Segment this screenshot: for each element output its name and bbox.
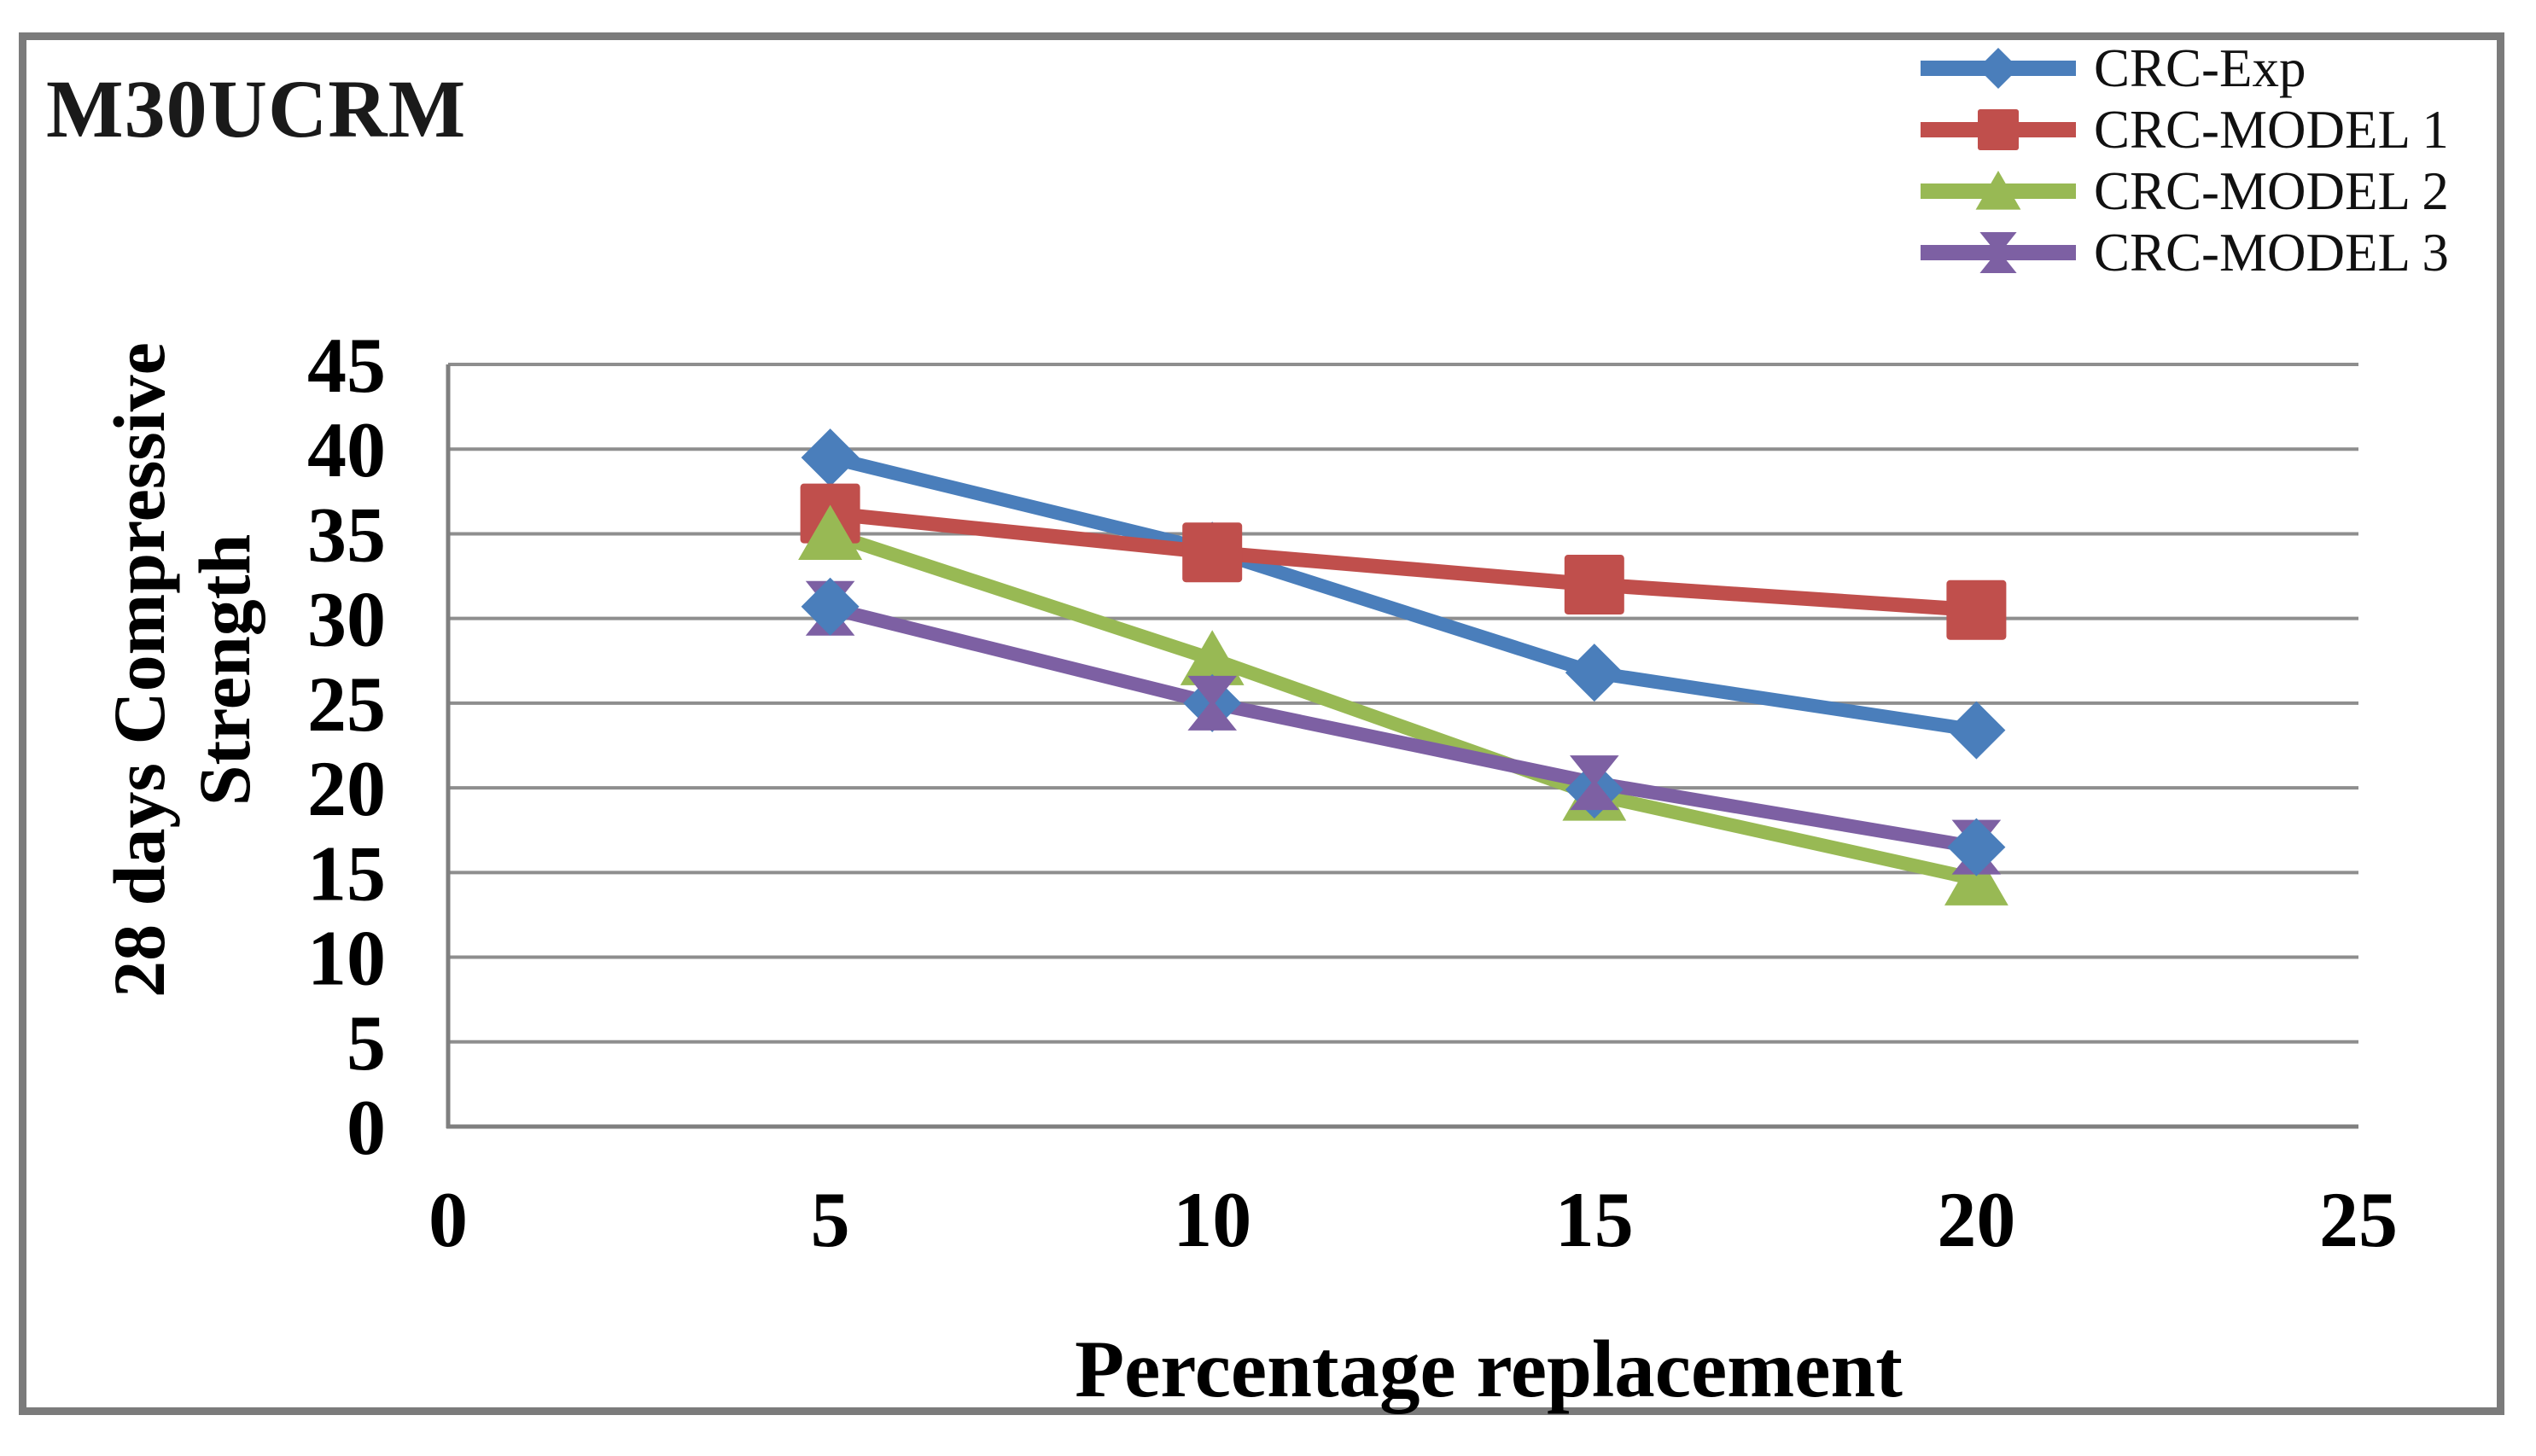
marker-diamond-icon bbox=[801, 428, 860, 487]
legend-item-crc-model-3: CRC-MODEL 3 bbox=[1919, 222, 2449, 283]
marker-triangle-icon bbox=[798, 504, 862, 561]
y-tick-label: 10 bbox=[307, 915, 386, 1002]
y-tick-label: 15 bbox=[307, 830, 386, 917]
marker-square-icon bbox=[1946, 579, 2007, 640]
marker-xmark-icon bbox=[1570, 755, 1619, 811]
legend-label: CRC-MODEL 1 bbox=[2094, 99, 2449, 160]
marker-square-icon bbox=[1182, 522, 1243, 583]
marker-square-icon bbox=[1564, 554, 1624, 614]
marker-triangle-icon bbox=[1180, 630, 1245, 685]
y-tick-label: 30 bbox=[307, 576, 386, 663]
legend-item-crc-model-1: CRC-MODEL 1 bbox=[1919, 99, 2449, 160]
marker-diamond-icon bbox=[1947, 701, 2006, 760]
y-tick-label: 0 bbox=[347, 1084, 386, 1171]
legend-item-crc-exp: CRC-Exp bbox=[1919, 38, 2449, 99]
series-line-crc-model-1 bbox=[823, 506, 1984, 618]
x-tick-label: 15 bbox=[1555, 1176, 1634, 1263]
legend: CRC-Exp CRC-MODEL 1 CRC-MODEL 2 CRC-MODE… bbox=[1919, 38, 2449, 283]
legend-label: CRC-MODEL 3 bbox=[2094, 222, 2449, 282]
legend-key-diamond-icon bbox=[1921, 48, 2076, 89]
legend-key-x-marker-icon bbox=[1921, 232, 2076, 273]
x-tick-label: 20 bbox=[1937, 1176, 2015, 1263]
y-tick-label: 20 bbox=[307, 745, 386, 832]
legend-label: CRC-Exp bbox=[2094, 38, 2306, 98]
legend-item-crc-model-2: CRC-MODEL 2 bbox=[1919, 160, 2449, 222]
x-tick-label: 25 bbox=[2319, 1176, 2398, 1263]
marker-diamond-icon bbox=[1978, 48, 2019, 89]
marker-diamond-icon bbox=[1565, 644, 1624, 702]
y-tick-label: 5 bbox=[347, 999, 386, 1086]
x-tick-label: 10 bbox=[1173, 1176, 1251, 1263]
marker-square-icon bbox=[1978, 109, 2019, 150]
chart-title: M30UCRM bbox=[46, 63, 467, 154]
y-axis-title-line-1: 28 days Compressive bbox=[98, 342, 180, 998]
legend-key-triangle-icon bbox=[1921, 171, 2076, 210]
y-axis-title-line-2: Strength bbox=[184, 533, 265, 807]
legend-label: CRC-MODEL 2 bbox=[2094, 160, 2449, 221]
y-tick-label: 40 bbox=[307, 406, 386, 493]
x-tick-label: 0 bbox=[428, 1176, 468, 1263]
marker-triangle-icon bbox=[1944, 850, 2008, 906]
marker-triangle-icon bbox=[1975, 171, 2021, 210]
marker-xmark-icon bbox=[1979, 232, 2017, 273]
marker-diamond-icon bbox=[1947, 818, 2006, 877]
y-tick-label: 25 bbox=[307, 661, 386, 748]
marker-xmark-icon bbox=[1187, 675, 1237, 731]
marker-diamond-icon bbox=[801, 577, 860, 636]
legend-key-square-icon bbox=[1921, 109, 2076, 150]
x-axis-title: Percentage replacement bbox=[1075, 1324, 1903, 1414]
figure-border bbox=[19, 32, 2504, 1415]
y-tick-label: 35 bbox=[307, 491, 386, 578]
y-tick-label: 45 bbox=[307, 322, 386, 409]
series-line-crc-model-2 bbox=[823, 527, 1984, 887]
series-line-crc-exp bbox=[823, 451, 1984, 737]
x-tick-label: 5 bbox=[811, 1176, 850, 1263]
series-line-crc-model-3 bbox=[823, 601, 1984, 854]
